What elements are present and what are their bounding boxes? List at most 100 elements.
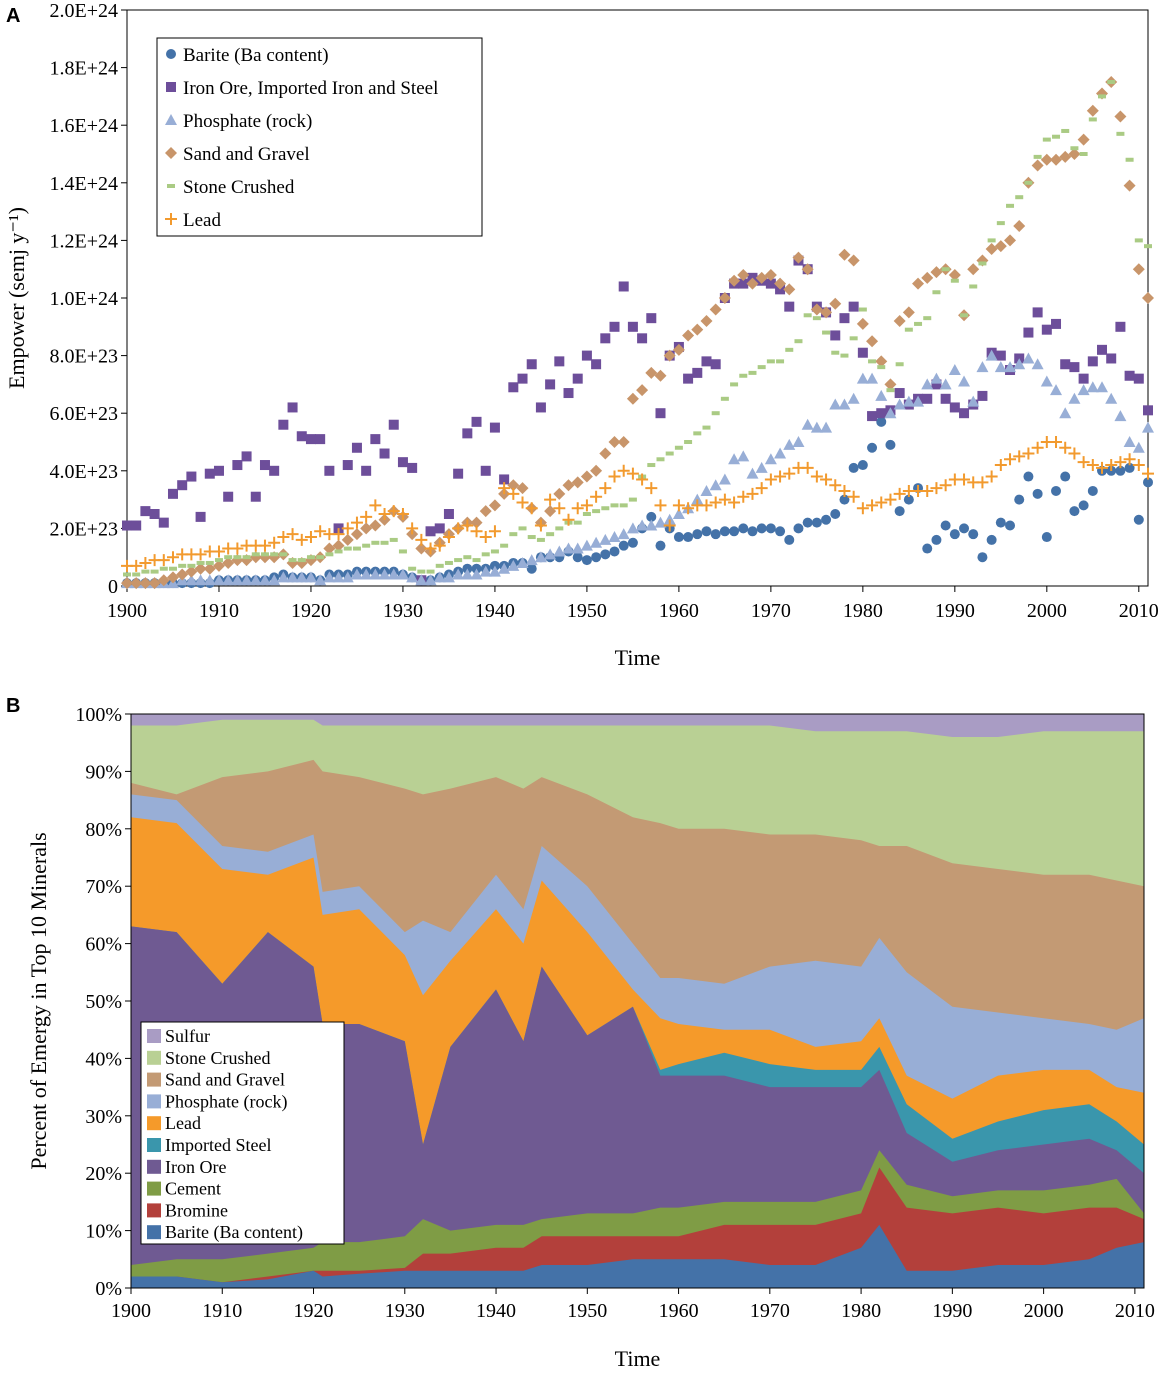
- point-phosphate: [1031, 358, 1044, 370]
- x-tick-label-b: 1940: [476, 1300, 516, 1322]
- point-stone: [500, 543, 509, 548]
- point-phosphate: [185, 574, 198, 586]
- point-iron: [342, 460, 353, 471]
- point-stone: [619, 503, 628, 508]
- point-barite: [673, 532, 684, 543]
- point-sand: [1086, 104, 1099, 117]
- point-stone: [996, 221, 1005, 226]
- point-iron: [977, 390, 988, 401]
- point-stone: [711, 411, 720, 416]
- point-stone: [380, 540, 389, 545]
- point-barite: [572, 552, 583, 563]
- point-phosphate: [792, 436, 805, 447]
- point-stone: [214, 558, 223, 563]
- x-tick-label-b: 1950: [567, 1300, 607, 1322]
- point-sand: [672, 343, 685, 356]
- point-lead: [709, 496, 722, 509]
- point-iron: [177, 480, 188, 491]
- point-stone: [868, 359, 877, 364]
- point-phosphate: [516, 556, 529, 568]
- point-stone: [371, 540, 380, 545]
- point-phosphate: [258, 574, 271, 586]
- point-lead: [856, 502, 869, 515]
- point-lead: [461, 519, 474, 532]
- point-lead: [893, 487, 906, 500]
- point-lead: [378, 508, 391, 520]
- point-phosphate: [746, 467, 759, 479]
- y-tick-label-a: 2.0E+24: [50, 0, 119, 22]
- point-barite: [821, 514, 832, 525]
- point-phosphate: [249, 574, 262, 586]
- point-iron: [508, 382, 519, 393]
- point-iron: [949, 402, 960, 413]
- point-stone: [159, 566, 168, 571]
- legend-a-swatch-barite: [166, 49, 176, 59]
- point-sand: [507, 479, 520, 492]
- point-sand: [930, 266, 943, 279]
- point-iron: [167, 488, 178, 499]
- point-iron: [738, 278, 749, 289]
- point-phosphate: [498, 562, 511, 574]
- point-sand: [1123, 179, 1136, 192]
- point-iron: [563, 388, 574, 399]
- point-stone: [463, 555, 472, 560]
- point-lead: [1050, 436, 1063, 448]
- point-lead: [1077, 456, 1090, 469]
- point-iron: [627, 321, 638, 332]
- point-sand: [985, 243, 998, 256]
- point-barite: [949, 529, 960, 540]
- point-phosphate: [314, 574, 327, 586]
- point-iron: [232, 460, 243, 471]
- point-lead: [663, 519, 676, 532]
- point-stone: [509, 532, 518, 537]
- point-iron: [186, 471, 197, 482]
- point-sand: [893, 315, 906, 328]
- x-tick-label-a: 1910: [199, 600, 239, 622]
- point-iron: [443, 509, 454, 519]
- point-barite: [581, 555, 592, 566]
- x-tick-label-a: 1930: [383, 600, 423, 622]
- point-phosphate: [921, 378, 934, 390]
- point-sand: [691, 323, 704, 336]
- point-iron: [839, 313, 850, 324]
- point-lead: [1031, 441, 1044, 454]
- point-phosphate: [442, 571, 455, 583]
- point-stone: [343, 546, 352, 551]
- point-sand: [544, 505, 557, 518]
- point-lead: [718, 493, 731, 506]
- point-stone: [647, 463, 656, 468]
- point-lead: [810, 470, 823, 483]
- point-stone: [1088, 117, 1097, 122]
- point-lead: [479, 531, 492, 544]
- x-tick-label-a: 1920: [291, 600, 331, 622]
- point-sand: [755, 271, 768, 284]
- point-barite: [618, 540, 629, 551]
- point-sand: [1050, 153, 1063, 166]
- x-tick-label-a: 2000: [1027, 600, 1067, 622]
- point-barite: [600, 549, 611, 560]
- point-iron: [305, 434, 316, 445]
- point-barite: [876, 416, 887, 427]
- legend-b-swatch-stone_crushed: [147, 1050, 161, 1065]
- point-lead: [130, 559, 143, 572]
- x-tick-label-a: 1980: [843, 600, 883, 622]
- y-tick-label-b: 100%: [75, 704, 122, 726]
- point-lead: [608, 470, 621, 483]
- point-stone: [831, 350, 840, 355]
- point-iron: [637, 333, 648, 344]
- point-iron: [269, 465, 280, 476]
- point-phosphate: [396, 568, 409, 580]
- point-lead: [976, 476, 989, 489]
- point-phosphate: [277, 571, 290, 583]
- point-iron: [149, 509, 160, 519]
- legend-b-label-cement: Cement: [165, 1179, 221, 1199]
- point-phosphate: [341, 571, 354, 583]
- point-sand: [121, 577, 133, 590]
- point-phosphate: [912, 395, 925, 407]
- point-iron: [618, 281, 629, 292]
- point-stone: [950, 278, 959, 283]
- point-phosphate: [645, 519, 658, 531]
- point-lead: [231, 542, 244, 555]
- point-phosphate: [902, 395, 915, 407]
